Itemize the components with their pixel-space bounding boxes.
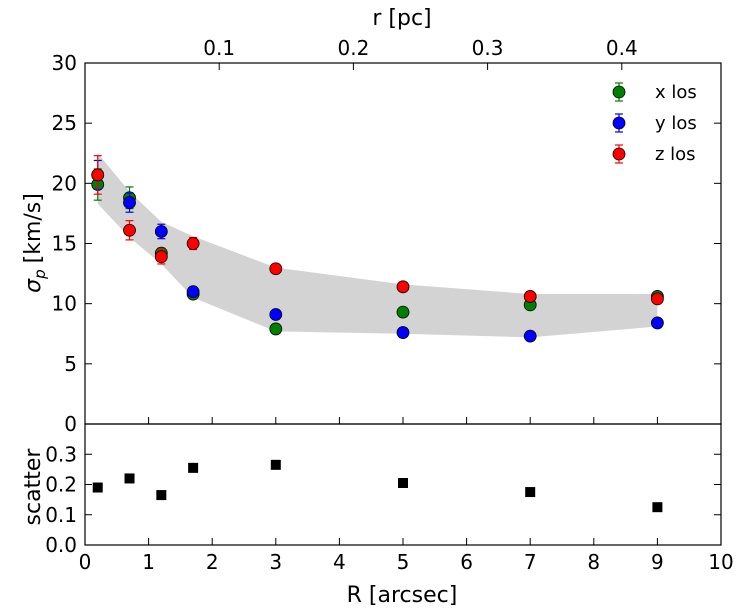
top-panel: 0 5 10 15 20 25 30 0.1 0.2 0.3 0.4 x los y los z los: [52, 36, 722, 436]
scatter-point: [92, 482, 103, 493]
series-z-los: [91, 155, 664, 306]
scatter-point: [270, 459, 281, 470]
data-point: [123, 196, 136, 209]
y-axis-label-bottom: scatter: [21, 448, 46, 526]
top-tick-label: 0.4: [606, 36, 638, 60]
scatter-axis-label: scatter: [21, 448, 46, 526]
legend-marker: [612, 85, 626, 99]
top-tick-label: 0.3: [472, 36, 504, 60]
data-point: [186, 237, 200, 250]
y-tick-label: 0: [64, 412, 77, 436]
legend-label: z los: [655, 144, 696, 165]
scatter-point: [188, 462, 199, 473]
x-tick-label: 5: [397, 550, 410, 574]
data-point: [651, 316, 664, 330]
y-tick-label: 0.3: [45, 442, 77, 466]
data-point: [154, 250, 168, 264]
data-point: [91, 168, 105, 182]
data-point: [269, 262, 283, 276]
scatter-band: [97, 153, 658, 338]
data-point: [523, 290, 537, 303]
x-tick-label: 1: [142, 550, 155, 574]
data-point: [269, 322, 283, 336]
data-point: [651, 292, 664, 306]
x-axis-label: R [arcsec]: [347, 583, 458, 608]
data-point: [269, 308, 283, 321]
legend-marker: [612, 147, 626, 161]
data-point: [523, 329, 537, 343]
y-tick-label: 20: [52, 171, 77, 195]
scatter-point: [525, 487, 536, 498]
top-tick-label: 0.2: [337, 36, 369, 60]
svg-text:σp[km/s]: σp [km/s]: [21, 193, 49, 293]
x-tick-label: 6: [460, 550, 473, 574]
x-tick-label: 8: [587, 550, 600, 574]
data-point: [154, 225, 168, 238]
data-point: [123, 223, 136, 237]
sigma-symbol: σ: [21, 278, 46, 293]
y-tick-label: 30: [52, 51, 77, 75]
y-tick-label: 5: [64, 352, 77, 376]
scatter-point: [652, 502, 663, 513]
x-tick-label: 2: [206, 550, 219, 574]
legend-label: x los: [655, 82, 697, 103]
sigma-subscript: p: [31, 269, 49, 280]
y-tick-label: 0.0: [45, 533, 77, 557]
y-tick-label: 0.1: [45, 503, 77, 527]
x-tick-label: 3: [269, 550, 282, 574]
data-point: [186, 285, 200, 299]
y-tick-label: 10: [52, 292, 77, 316]
x-tick-label: 0: [79, 550, 92, 574]
data-point: [396, 305, 410, 319]
y-axis-label-top: σp [km/s]: [21, 193, 49, 293]
y-tick-label: 0.2: [45, 473, 77, 497]
x-tick-label: 4: [333, 550, 346, 574]
data-point: [396, 326, 410, 339]
x-tick-label: 7: [524, 550, 537, 574]
legend-marker: [612, 116, 626, 130]
y-tick-label: 15: [52, 232, 77, 256]
bottom-panel: 0.0 0.1 0.2 0.3 0 1 2 3 4 5 6 7 8 9 10: [45, 423, 734, 574]
legend-label: y los: [655, 113, 697, 134]
scatter-point: [124, 473, 135, 484]
top-axis-label: r [pc]: [372, 6, 431, 31]
x-tick-label: 10: [708, 550, 733, 574]
scatter-point: [156, 490, 167, 501]
data-point: [396, 280, 410, 294]
scatter-point: [398, 477, 408, 488]
axis-labels: R [arcsec] r [pc] σp [km/s] scatter: [21, 6, 457, 608]
y-tick-label: 25: [52, 111, 77, 135]
top-tick-label: 0.1: [203, 36, 235, 60]
legend: x los y los z los: [612, 82, 697, 165]
sigma-units: [km/s]: [21, 193, 46, 263]
x-tick-label: 9: [651, 550, 664, 574]
